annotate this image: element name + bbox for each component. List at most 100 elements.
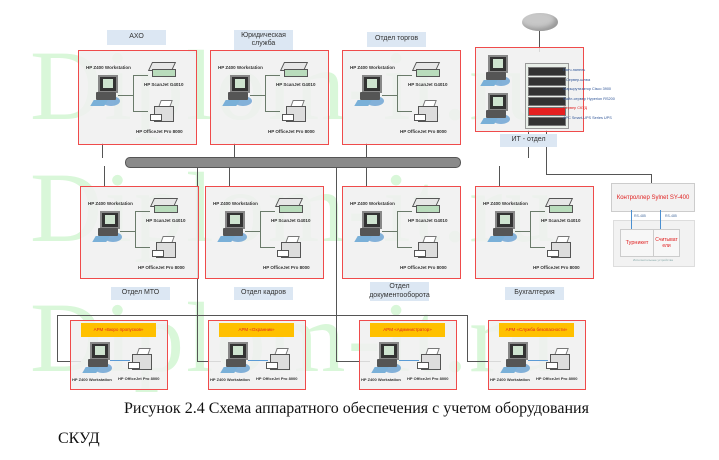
connection-line <box>397 211 412 212</box>
connection-line <box>133 75 148 76</box>
rack-unit-label: APC Smart-UPS Series UPS <box>563 115 612 120</box>
department-label: Отдел торгов <box>367 32 426 47</box>
connection-line <box>133 75 134 111</box>
printer-label: HP OfficeJet Pro 8000 <box>407 376 449 381</box>
connection-line <box>120 231 135 232</box>
network-bus <box>125 157 461 168</box>
scanner-icon <box>147 62 177 77</box>
turnstile: Турникет <box>620 229 654 257</box>
printer-label: HP OfficeJet Pro 8000 <box>136 129 183 134</box>
connection-line <box>265 75 266 111</box>
card-readers: Считыватели <box>653 229 680 257</box>
connection-line <box>397 211 398 247</box>
workstation-label: HP Z400 Workstation <box>483 201 528 206</box>
workstation-label: HP Z400 Workstation <box>88 201 133 206</box>
workstation-icon <box>487 211 517 245</box>
department-label: Отдел документооборота <box>369 282 430 301</box>
workstation-icon <box>82 342 112 376</box>
scanner-label: HP ScanJet G4010 <box>276 82 316 87</box>
connection-line <box>250 95 265 96</box>
scanner-icon <box>544 198 574 213</box>
figure-caption-continued: СКУД <box>58 430 100 447</box>
connection-line <box>515 231 530 232</box>
internet-cloud-icon <box>522 13 558 31</box>
arm-label: АРМ «Администратор» <box>370 323 445 337</box>
printer-icon <box>417 348 441 370</box>
workstation-icon <box>354 211 384 245</box>
scanner-icon <box>274 198 304 213</box>
workstation-icon <box>90 75 120 109</box>
connection-line <box>530 211 545 212</box>
workstation-label: HP Z400 Workstation <box>86 65 131 70</box>
bus-label: RS-485 <box>634 214 646 218</box>
connection-line <box>382 95 397 96</box>
workstation-label: HP Z400 Workstation <box>218 65 263 70</box>
connection-line <box>260 211 275 212</box>
department-label: АХО <box>107 30 166 45</box>
printer-label: HP OfficeJet Pro 8000 <box>400 129 447 134</box>
connection-line <box>399 360 419 361</box>
arm-label: АРМ «Охранник» <box>219 323 294 337</box>
workstation-icon <box>217 211 247 245</box>
actuators-group-label: Исполнительные устройства <box>633 258 673 262</box>
printer-label: HP OfficeJet Pro 8000 <box>138 265 185 270</box>
printer-label: HP OfficeJet Pro 8000 <box>268 129 315 134</box>
workstation-icon <box>371 342 401 376</box>
scanner-icon <box>411 62 441 77</box>
connection-line <box>397 75 412 76</box>
bus-connection <box>499 166 500 186</box>
printer-label: HP OfficeJet Pro 8000 <box>533 265 580 270</box>
connection-line <box>135 211 150 212</box>
printer-icon <box>282 100 306 122</box>
printer-label: HP OfficeJet Pro 8000 <box>263 265 310 270</box>
connection-line <box>110 360 130 361</box>
workstation-label: HP Z400 Workstation <box>350 201 395 206</box>
printer-icon <box>277 236 301 258</box>
printer-label: HP OfficeJet Pro 8000 <box>118 376 160 381</box>
workstation-icon <box>500 342 530 376</box>
scanner-label: HP ScanJet G4010 <box>271 218 311 223</box>
bus-label: RS-485 <box>665 214 677 218</box>
workstation-label: HP Z400 Workstation <box>490 377 530 382</box>
workstation-label: HP Z400 Workstation <box>361 377 401 382</box>
server-rack-icon <box>525 63 569 129</box>
bus-connection <box>102 143 103 158</box>
bus-connection <box>366 143 367 158</box>
department-label: Бухгалтерия <box>505 287 564 300</box>
rack-unit-label: Сервер-шлюз <box>566 77 591 82</box>
connection-line <box>397 111 412 112</box>
printer-icon <box>414 236 438 258</box>
connection-line <box>118 95 133 96</box>
connection-line <box>265 111 280 112</box>
workstation-icon <box>480 55 510 89</box>
scanner-label: HP ScanJet G4010 <box>408 218 448 223</box>
scanner-icon <box>149 198 179 213</box>
connection-line <box>528 360 548 361</box>
bus-connection <box>104 166 105 186</box>
connection-line <box>260 247 275 248</box>
printer-icon <box>150 100 174 122</box>
connection-line <box>260 211 261 247</box>
connection-line <box>397 247 412 248</box>
bus-connection <box>234 143 235 158</box>
workstation-icon <box>354 75 384 109</box>
connection-line <box>248 360 268 361</box>
department-label: Отдел кадров <box>234 287 293 300</box>
connection-line <box>135 247 150 248</box>
printer-label: HP OfficeJet Pro 8000 <box>256 376 298 381</box>
bus-connection <box>229 166 230 186</box>
workstation-icon <box>92 211 122 245</box>
workstation-label: HP Z400 Workstation <box>72 377 112 382</box>
scanner-label: HP ScanJet G4010 <box>541 218 581 223</box>
bus-connection <box>366 166 367 186</box>
workstation-icon <box>222 75 252 109</box>
printer-label: HP OfficeJet Pro 8000 <box>536 376 578 381</box>
figure-caption: Рисунок 2.4 Схема аппаратного обеспечени… <box>124 400 589 417</box>
connection-line <box>245 231 260 232</box>
connection-line <box>265 75 280 76</box>
department-label: Юридическая служба <box>234 30 293 50</box>
connection-line <box>382 231 397 232</box>
connection-line <box>133 111 148 112</box>
printer-icon <box>152 236 176 258</box>
